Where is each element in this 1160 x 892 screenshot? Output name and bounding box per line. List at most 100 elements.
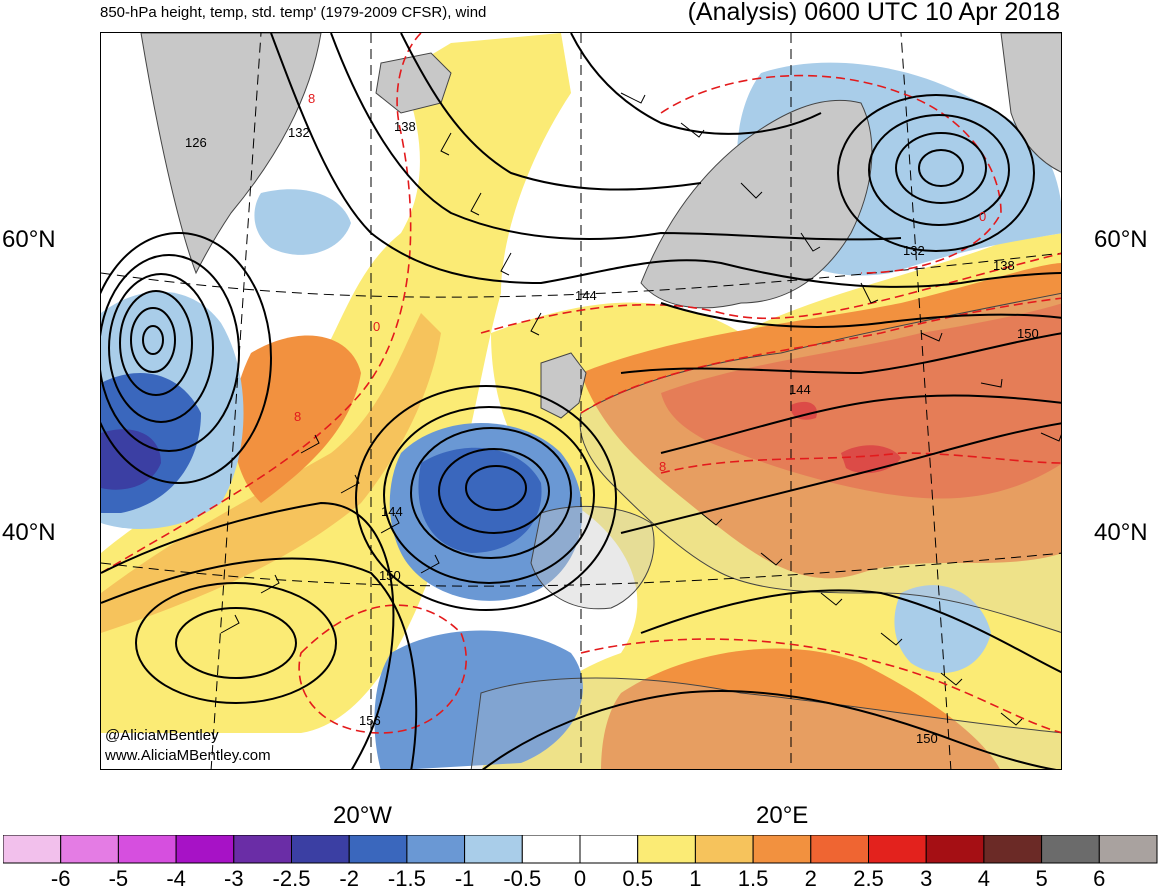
- lon-label-20e: 20°E: [756, 802, 809, 829]
- colorbar-swatch: [521, 835, 581, 864]
- height-label: 150: [1017, 326, 1039, 341]
- graticule-line: [101, 552, 1061, 587]
- lat-label-40n-right: 40°N: [1094, 519, 1148, 546]
- colorbar-tick-label: 4: [977, 866, 991, 891]
- temp-label: 8: [659, 459, 666, 474]
- colorbar-tick-label: 1: [689, 866, 702, 891]
- temp-contour: [580, 638, 1061, 734]
- low-center-contour: [108, 273, 214, 423]
- land-masses: [140, 33, 1061, 769]
- low-center-contour: [465, 465, 527, 511]
- high-center-contour: [135, 582, 337, 704]
- height-label: 138: [993, 258, 1015, 273]
- temp-label: 8: [294, 409, 301, 424]
- shade-positive-west: [232, 335, 361, 503]
- colorbar-tick-label: 3: [920, 866, 933, 891]
- wind-barb: [220, 434, 440, 634]
- wind-barb: [440, 132, 542, 336]
- colorbar-tick-label: -6: [50, 866, 71, 891]
- height-contour: [620, 422, 1061, 534]
- colorbar-tick-label: -2.5: [272, 866, 311, 891]
- colorbar-tick-label: 1.5: [737, 866, 769, 891]
- colorbar-swatch: [925, 835, 985, 864]
- colorbar-swatch: [464, 835, 523, 864]
- lat-label-60n-right: 60°N: [1094, 226, 1148, 253]
- height-contour: [620, 332, 1061, 375]
- colorbar-tick-label: 0: [573, 866, 587, 891]
- lon-label-20w: 20°W: [333, 802, 392, 829]
- wind-barb: [620, 92, 1061, 442]
- low-center-contour: [868, 114, 1010, 226]
- low-center-contour: [130, 307, 176, 373]
- scandinavia-land: [640, 99, 873, 309]
- colorbar-swatch: [175, 835, 235, 864]
- colorbar-tick-label: -1.5: [387, 866, 426, 891]
- temperature-contour-labels: 8 8 8 0 0: [294, 91, 986, 474]
- shade-positive-stronger: [661, 303, 1061, 499]
- high-center-contour: [175, 607, 297, 679]
- temp-contour: [101, 33, 422, 574]
- credit-handle: @AliciaMBentley: [105, 727, 219, 744]
- temp-label: 0: [979, 209, 986, 224]
- height-contour: [482, 690, 1057, 769]
- low-center-contour: [355, 385, 617, 611]
- graticule-line: [210, 33, 262, 769]
- colorbar-tick-label: -4: [166, 866, 186, 891]
- colorbar-tick-label: 2.5: [853, 866, 884, 891]
- colorbar-tick-label: -2: [339, 866, 359, 891]
- shade-negative-atlantic: [254, 189, 351, 255]
- northeast-land: [1000, 33, 1061, 173]
- height-label: 156: [359, 713, 381, 728]
- height-contour: [660, 302, 1061, 328]
- low-center-contour: [119, 290, 193, 396]
- colorbar-tick-label: -3: [224, 866, 244, 891]
- colorbar-tick-label: 5: [1035, 866, 1048, 891]
- colorbar-swatch: [3, 835, 62, 864]
- colorbar: [3, 835, 1158, 864]
- temp-label: 8: [308, 91, 315, 106]
- colorbar-swatch: [637, 835, 696, 864]
- wind-barb: [700, 512, 1023, 726]
- low-center-contour: [918, 149, 964, 187]
- low-center-contour: [142, 325, 164, 355]
- wind-barbs: [220, 92, 1061, 726]
- map-panel: 126 132 138 144 144 144 150 150 150 156 …: [100, 32, 1062, 770]
- temp-contour: [298, 604, 467, 734]
- iberia-land: [530, 506, 655, 610]
- colorbar-swatch: [406, 835, 466, 864]
- height-label: 150: [916, 731, 938, 746]
- lat-label-40n-left: 40°N: [2, 519, 56, 546]
- height-contour-labels: 126 132 138 144 144 144 150 150 150 156 …: [185, 119, 1039, 746]
- colorbar-swatch: [694, 835, 754, 864]
- temp-label: 0: [373, 319, 380, 334]
- temp-contour: [660, 74, 1002, 274]
- height-label: 132: [903, 243, 925, 258]
- colorbar-swatch: [983, 835, 1043, 864]
- height-label: 132: [288, 125, 310, 140]
- colorbar-swatch: [60, 835, 119, 864]
- colorbar-swatch: [1098, 835, 1158, 864]
- height-contour: [660, 394, 1061, 454]
- low-center-contour: [101, 254, 240, 452]
- height-contour: [101, 557, 418, 769]
- chart-title-left: 850-hPa height, temp, std. temp' (1979-2…: [100, 4, 487, 21]
- height-contour: [101, 501, 395, 769]
- colorbar-tick-label: -0.5: [503, 866, 542, 891]
- colorbar-tick-label: 0.5: [622, 866, 653, 891]
- height-contour: [270, 33, 1061, 288]
- colorbar-swatch: [752, 835, 812, 864]
- lat-label-60n-left: 60°N: [2, 226, 56, 253]
- colorbar-swatch: [868, 835, 927, 864]
- colorbar-tick-label: 2: [804, 866, 817, 891]
- low-center-contour: [410, 427, 572, 559]
- height-contour: [640, 589, 1061, 674]
- credit-website[interactable]: www.AliciaMBentley.com: [105, 747, 271, 764]
- height-label: 150: [379, 568, 401, 583]
- colorbar-swatch: [1041, 835, 1100, 864]
- colorbar-swatch: [117, 835, 177, 864]
- height-label: 144: [575, 288, 597, 303]
- graticule-line: [900, 33, 952, 769]
- low-center-contour: [895, 132, 987, 204]
- map-canvas: 126 132 138 144 144 144 150 150 150 156 …: [101, 33, 1061, 769]
- chart-title-right: (Analysis) 0600 UTC 10 Apr 2018: [687, 0, 1060, 26]
